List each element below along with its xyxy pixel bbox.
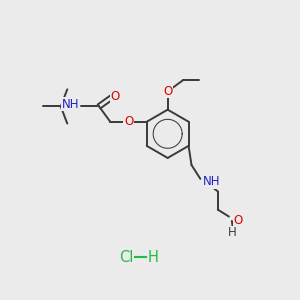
Text: O: O [163,85,172,98]
Text: O: O [110,90,120,103]
Text: H: H [148,250,158,265]
Text: H: H [228,226,237,239]
Text: O: O [233,214,243,227]
Text: O: O [124,115,133,128]
Text: NH: NH [202,175,220,188]
Text: Cl: Cl [119,250,134,265]
Text: NH: NH [61,98,79,111]
